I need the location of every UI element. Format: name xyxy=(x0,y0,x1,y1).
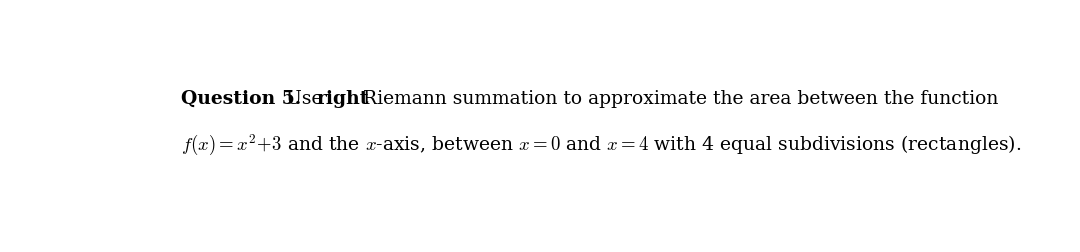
Text: Question 5.: Question 5. xyxy=(181,90,301,108)
Text: $f(x) = x^2\!+\!3$ and the $x$-axis, between $x = 0$ and $x = 4$ with 4 equal su: $f(x) = x^2\!+\!3$ and the $x$-axis, bet… xyxy=(181,133,1022,158)
Text: Riemann summation to approximate the area between the function: Riemann summation to approximate the are… xyxy=(357,90,999,108)
Text: Use: Use xyxy=(274,90,328,108)
Text: right: right xyxy=(316,90,369,108)
